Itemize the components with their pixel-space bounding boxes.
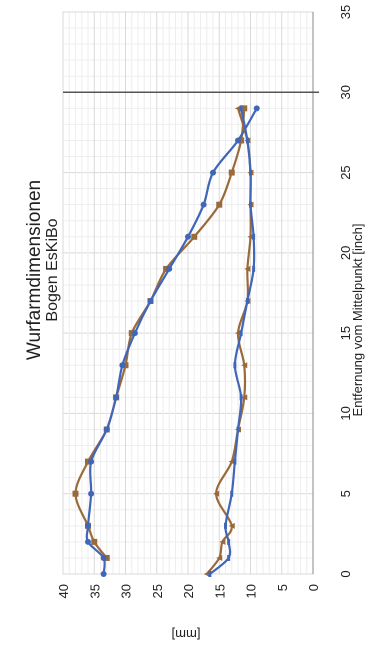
x-tick-label: 10 — [338, 406, 353, 420]
x-tick-label: 25 — [338, 165, 353, 179]
data-point — [113, 394, 120, 401]
chart-subtitle: Bogen EsKiBo — [44, 218, 61, 321]
data-point — [208, 571, 212, 577]
x-tick-label: 0 — [338, 570, 353, 577]
y-tick-label: 5 — [275, 584, 290, 591]
data-point — [228, 522, 235, 529]
data-point — [103, 554, 110, 561]
series-4 — [208, 105, 256, 577]
data-point — [122, 362, 129, 369]
tick-labels: 0 5 10 15 20 25 30 35 0 5 10 15 20 25 30 35 40 — [56, 5, 353, 599]
data-point — [88, 458, 95, 465]
data-point — [216, 201, 223, 208]
y-tick-label: 30 — [119, 584, 134, 598]
data-point — [219, 538, 226, 545]
x-tick-label: 5 — [338, 490, 353, 497]
data-point — [213, 490, 220, 497]
x-tick-label: 20 — [338, 246, 353, 260]
data-point — [238, 137, 245, 144]
data-point — [253, 105, 260, 112]
x-tick-label: 35 — [338, 5, 353, 19]
data-point — [185, 233, 191, 240]
data-point — [210, 169, 216, 176]
y-tick-label: 15 — [212, 584, 227, 598]
y-tick-label: 20 — [181, 584, 196, 598]
data-point — [241, 362, 248, 369]
data-point — [235, 105, 241, 112]
data-point — [239, 330, 243, 337]
data-point — [249, 169, 252, 176]
data-point — [72, 490, 79, 497]
series-layer — [72, 105, 260, 577]
data-point — [88, 490, 95, 497]
data-point — [228, 169, 235, 176]
data-point — [85, 522, 91, 529]
data-point — [203, 571, 210, 577]
data-point — [163, 265, 170, 272]
data-point — [147, 298, 154, 305]
y-axis-label: [mm] — [172, 627, 201, 642]
data-point — [245, 298, 249, 305]
data-point — [191, 233, 198, 240]
data-point — [235, 137, 241, 144]
data-point — [100, 554, 107, 561]
y-tick-label: 40 — [56, 584, 71, 598]
chart-title: Wurfarmdimensionen — [24, 180, 45, 360]
data-point — [224, 522, 227, 529]
data-point — [233, 362, 237, 369]
data-point — [239, 394, 243, 401]
data-point — [85, 458, 91, 465]
data-point — [241, 105, 248, 112]
data-point — [216, 554, 223, 561]
data-point — [228, 458, 235, 465]
y-tick-label: 10 — [244, 584, 259, 598]
data-point — [235, 330, 241, 337]
data-point — [239, 105, 243, 112]
data-point — [252, 265, 256, 272]
data-point — [227, 538, 231, 545]
data-point — [119, 362, 126, 369]
data-point — [200, 201, 207, 208]
data-point — [227, 554, 231, 561]
data-point — [131, 330, 138, 337]
data-point — [128, 330, 135, 337]
data-point — [85, 538, 91, 545]
data-point — [245, 137, 249, 144]
y-tick-label: 25 — [150, 584, 165, 598]
data-point — [244, 265, 251, 272]
x-tick-label: 30 — [338, 85, 353, 99]
data-point — [233, 458, 237, 465]
data-point — [166, 265, 173, 272]
data-point — [249, 201, 252, 208]
x-axis-label: Entfernung vom Mittelpunkt [inch] — [350, 224, 365, 417]
x-tick-label: 15 — [338, 326, 353, 340]
y-tick-label: 0 — [306, 584, 321, 591]
grid — [62, 11, 319, 575]
data-point — [91, 538, 98, 545]
data-point — [236, 426, 240, 433]
series-2 — [85, 105, 260, 577]
data-point — [252, 233, 256, 240]
data-point — [103, 426, 110, 433]
data-point — [100, 571, 107, 577]
y-tick-label: 35 — [87, 584, 102, 598]
data-point — [241, 394, 248, 401]
data-point — [230, 490, 234, 497]
data-point — [247, 233, 254, 240]
